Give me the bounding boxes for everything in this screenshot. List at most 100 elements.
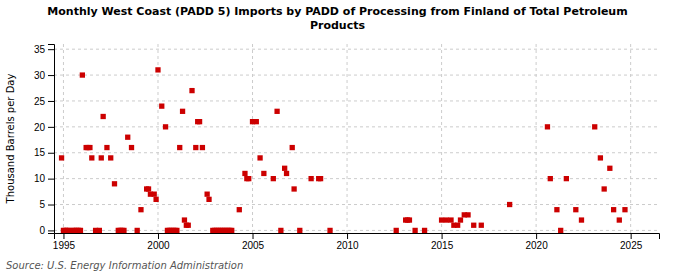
point <box>163 124 168 129</box>
x-axis: 1995200020052010201520202025 <box>53 233 660 251</box>
point <box>271 176 276 181</box>
point <box>257 155 262 160</box>
point <box>274 109 279 114</box>
point <box>206 197 211 202</box>
x-tick: 2025 <box>620 233 643 251</box>
point <box>99 155 104 160</box>
grid-line-y <box>54 152 659 153</box>
x-tick: 2000 <box>147 233 170 251</box>
point <box>246 176 251 181</box>
point <box>284 171 289 176</box>
y-tick-mark <box>48 49 54 50</box>
grid-line-y <box>54 49 659 50</box>
y-tick-label: 25 <box>34 96 46 107</box>
point <box>135 228 140 233</box>
point <box>507 202 512 207</box>
x-tick-mark <box>536 233 537 239</box>
plot-area: 1995200020052010201520202025051015202530… <box>34 44 660 251</box>
x-tick-label: 2015 <box>431 240 454 251</box>
point <box>186 223 191 228</box>
y-axis: 05101520253035 <box>34 44 55 236</box>
point <box>174 228 179 233</box>
point <box>101 114 106 119</box>
point <box>242 171 247 176</box>
point <box>579 217 584 222</box>
x-tick-label: 2025 <box>620 240 643 251</box>
point <box>200 145 205 150</box>
point <box>291 186 296 191</box>
point <box>112 181 117 186</box>
point <box>412 228 417 233</box>
title-line: Monthly West Coast (PADD 5) Imports by P… <box>47 5 627 18</box>
point <box>108 155 113 160</box>
point <box>622 207 627 212</box>
point <box>558 228 563 233</box>
y-tick: 10 <box>34 173 54 184</box>
y-tick-label: 0 <box>39 225 45 236</box>
x-tick-mark <box>442 233 443 239</box>
grid-line-y <box>54 204 659 205</box>
point <box>407 217 412 222</box>
x-tick-label: 2010 <box>336 240 359 251</box>
grid-line-y <box>54 230 659 231</box>
point <box>444 217 449 222</box>
title: Monthly West Coast (PADD 5) Imports by P… <box>47 5 627 32</box>
point <box>297 228 302 233</box>
y-tick: 35 <box>34 44 54 55</box>
x-tick-label: 2005 <box>242 240 265 251</box>
grid-line-x <box>347 44 348 233</box>
point <box>193 145 198 150</box>
y-tick-label: 20 <box>34 122 46 133</box>
point <box>448 217 453 222</box>
point <box>237 207 242 212</box>
point <box>159 103 164 108</box>
point <box>121 228 126 233</box>
point <box>182 217 187 222</box>
point <box>153 197 158 202</box>
y-tick: 20 <box>34 122 54 133</box>
grid-line-y <box>54 100 659 101</box>
grid-line-y <box>54 75 659 76</box>
point <box>180 109 185 114</box>
point <box>189 88 194 93</box>
y-tick-label: 10 <box>34 173 46 184</box>
point <box>479 223 484 228</box>
x-tick: 2015 <box>431 233 454 251</box>
x-tick: 2020 <box>525 233 548 251</box>
x-tick-label: 2020 <box>525 240 548 251</box>
point <box>545 124 550 129</box>
grid <box>54 44 659 233</box>
point <box>261 171 266 176</box>
point <box>80 72 85 77</box>
point <box>97 228 102 233</box>
point <box>611 207 616 212</box>
point <box>327 228 332 233</box>
x-tick: 2010 <box>336 233 359 251</box>
point <box>125 135 130 140</box>
y-tick-mark <box>48 179 54 180</box>
point <box>254 119 259 124</box>
point <box>87 145 92 150</box>
point <box>455 223 460 228</box>
y-tick-mark <box>48 230 54 231</box>
point <box>229 228 234 233</box>
point <box>564 176 569 181</box>
point <box>592 124 597 129</box>
point <box>471 223 476 228</box>
point <box>548 176 553 181</box>
y-tick: 15 <box>34 147 54 158</box>
point <box>197 119 202 124</box>
point <box>394 228 399 233</box>
x-tick-mark <box>158 233 159 239</box>
grid-line-x <box>63 44 64 233</box>
point <box>138 207 143 212</box>
x-tick-mark <box>347 233 348 239</box>
y-tick-mark <box>48 101 54 102</box>
point <box>146 186 151 191</box>
chart-svg: 1995200020052010201520202025051015202530… <box>0 0 675 275</box>
y-tick-mark <box>48 127 54 128</box>
y-tick: 30 <box>34 70 54 81</box>
point <box>439 217 444 222</box>
y-tick-mark <box>48 153 54 154</box>
y-tick-label: 15 <box>34 147 46 158</box>
